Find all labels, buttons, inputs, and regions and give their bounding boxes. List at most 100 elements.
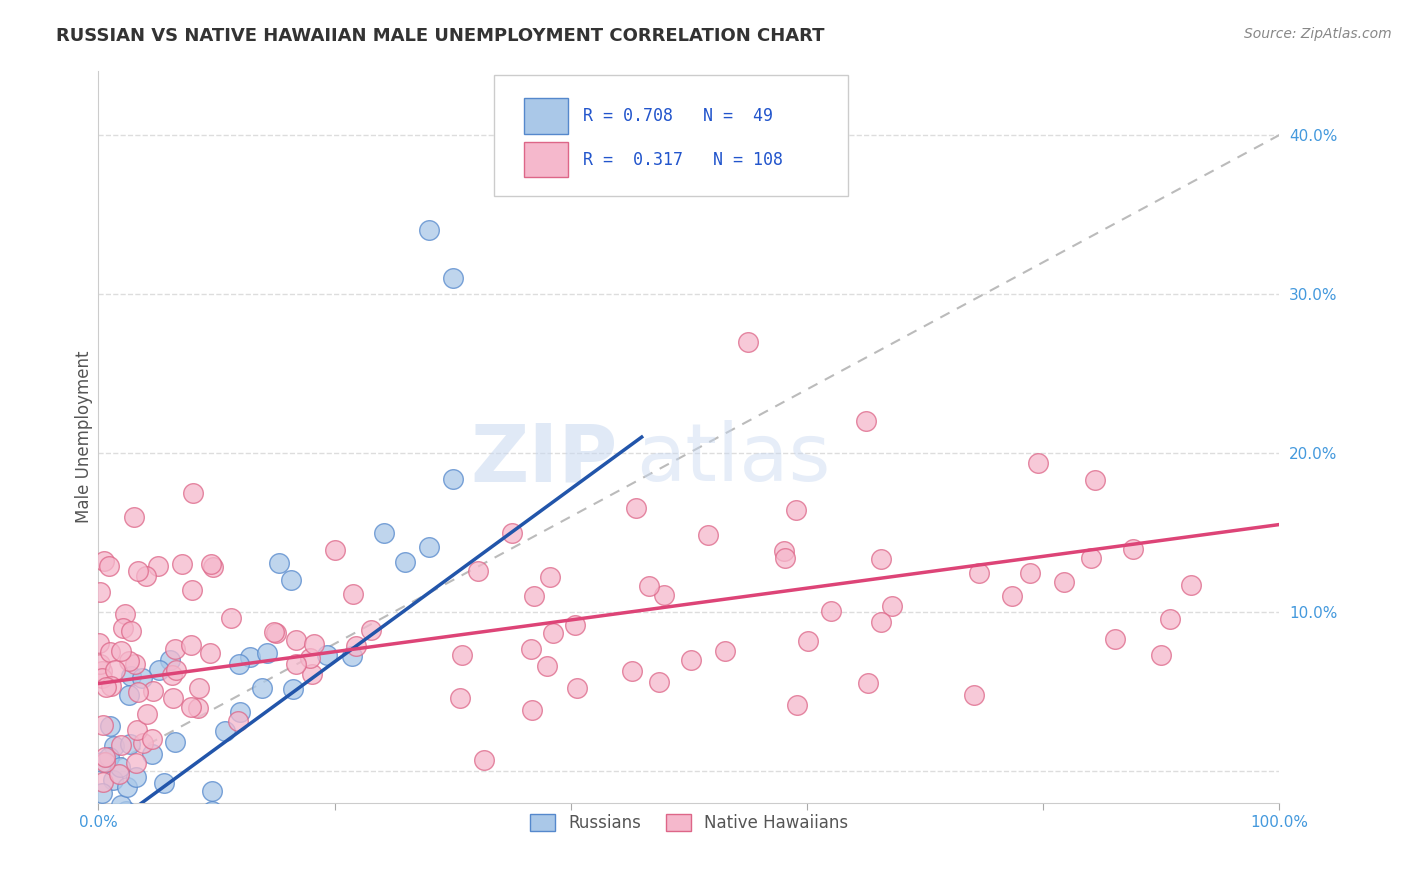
Point	[522, 703, 544, 717]
Point	[122, 509, 145, 524]
Point	[264, 625, 287, 640]
Point	[141, 747, 163, 761]
Point	[94, 756, 117, 770]
Point	[103, 739, 125, 753]
Point	[163, 641, 186, 656]
Point	[114, 607, 136, 621]
Point	[226, 714, 249, 728]
Point	[120, 669, 142, 683]
Point	[180, 699, 202, 714]
Point	[281, 682, 304, 697]
Text: R = 0.708   N =  49: R = 0.708 N = 49	[582, 107, 773, 125]
Point	[202, 559, 225, 574]
Point	[104, 663, 127, 677]
Point	[122, 817, 145, 831]
Point	[98, 719, 121, 733]
Point	[679, 653, 702, 667]
Point	[181, 583, 204, 598]
Point	[165, 663, 187, 677]
Point	[737, 334, 759, 349]
Point	[131, 671, 153, 685]
Point	[110, 644, 132, 658]
Point	[124, 756, 146, 770]
Point	[153, 776, 176, 790]
Point	[441, 271, 464, 285]
Point	[228, 657, 250, 671]
FancyBboxPatch shape	[523, 143, 568, 178]
Point	[91, 775, 114, 789]
Point	[98, 558, 121, 573]
Point	[1001, 590, 1024, 604]
Point	[394, 555, 416, 569]
Point	[785, 503, 807, 517]
Point	[1053, 575, 1076, 590]
Point	[962, 688, 984, 702]
Point	[870, 615, 893, 629]
Point	[201, 805, 224, 819]
Point	[219, 611, 242, 625]
Point	[536, 659, 558, 673]
Point	[564, 617, 586, 632]
Point	[142, 683, 165, 698]
Point	[135, 569, 157, 583]
Point	[239, 649, 262, 664]
Point	[267, 556, 290, 570]
Point	[773, 543, 796, 558]
Point	[172, 557, 194, 571]
Point	[200, 558, 222, 572]
Point	[146, 559, 169, 574]
Point	[856, 676, 879, 690]
Point	[340, 649, 363, 664]
Point	[159, 653, 181, 667]
Point	[91, 755, 114, 769]
Point	[441, 471, 464, 485]
Point	[714, 644, 737, 658]
Y-axis label: Male Unemployment: Male Unemployment	[75, 351, 93, 524]
Point	[111, 621, 134, 635]
Point	[304, 637, 326, 651]
Point	[114, 804, 136, 818]
Point	[472, 753, 495, 767]
Point	[870, 552, 893, 566]
Point	[796, 633, 818, 648]
Legend: Russians, Native Hawaiians: Russians, Native Hawaiians	[523, 807, 855, 838]
Point	[301, 666, 323, 681]
Point	[148, 664, 170, 678]
Point	[89, 636, 111, 650]
Point	[118, 688, 141, 702]
Point	[136, 706, 159, 721]
Point	[108, 760, 131, 774]
Point	[94, 750, 117, 764]
Point	[89, 657, 111, 671]
Text: ZIP: ZIP	[471, 420, 619, 498]
Point	[323, 542, 346, 557]
Point	[360, 624, 382, 638]
Point	[449, 691, 471, 706]
Point	[624, 500, 647, 515]
Point	[139, 830, 162, 845]
Point	[1180, 578, 1202, 592]
Point	[299, 651, 322, 665]
Point	[280, 573, 302, 587]
Point	[880, 599, 903, 613]
Point	[451, 648, 474, 663]
Point	[127, 684, 149, 698]
Point	[110, 798, 132, 813]
Text: RUSSIAN VS NATIVE HAWAIIAN MALE UNEMPLOYMENT CORRELATION CHART: RUSSIAN VS NATIVE HAWAIIAN MALE UNEMPLOY…	[56, 27, 825, 45]
Point	[120, 737, 142, 751]
Point	[538, 570, 561, 584]
Point	[967, 566, 990, 581]
Point	[1080, 551, 1102, 566]
Point	[89, 838, 111, 852]
Point	[696, 528, 718, 542]
Point	[501, 526, 523, 541]
Point	[91, 718, 114, 732]
Point	[91, 829, 114, 843]
Point	[94, 855, 117, 869]
Point	[820, 604, 842, 618]
Point	[201, 784, 224, 798]
Point	[786, 698, 808, 713]
Point	[90, 671, 112, 685]
Point	[103, 772, 125, 787]
Point	[120, 624, 142, 639]
